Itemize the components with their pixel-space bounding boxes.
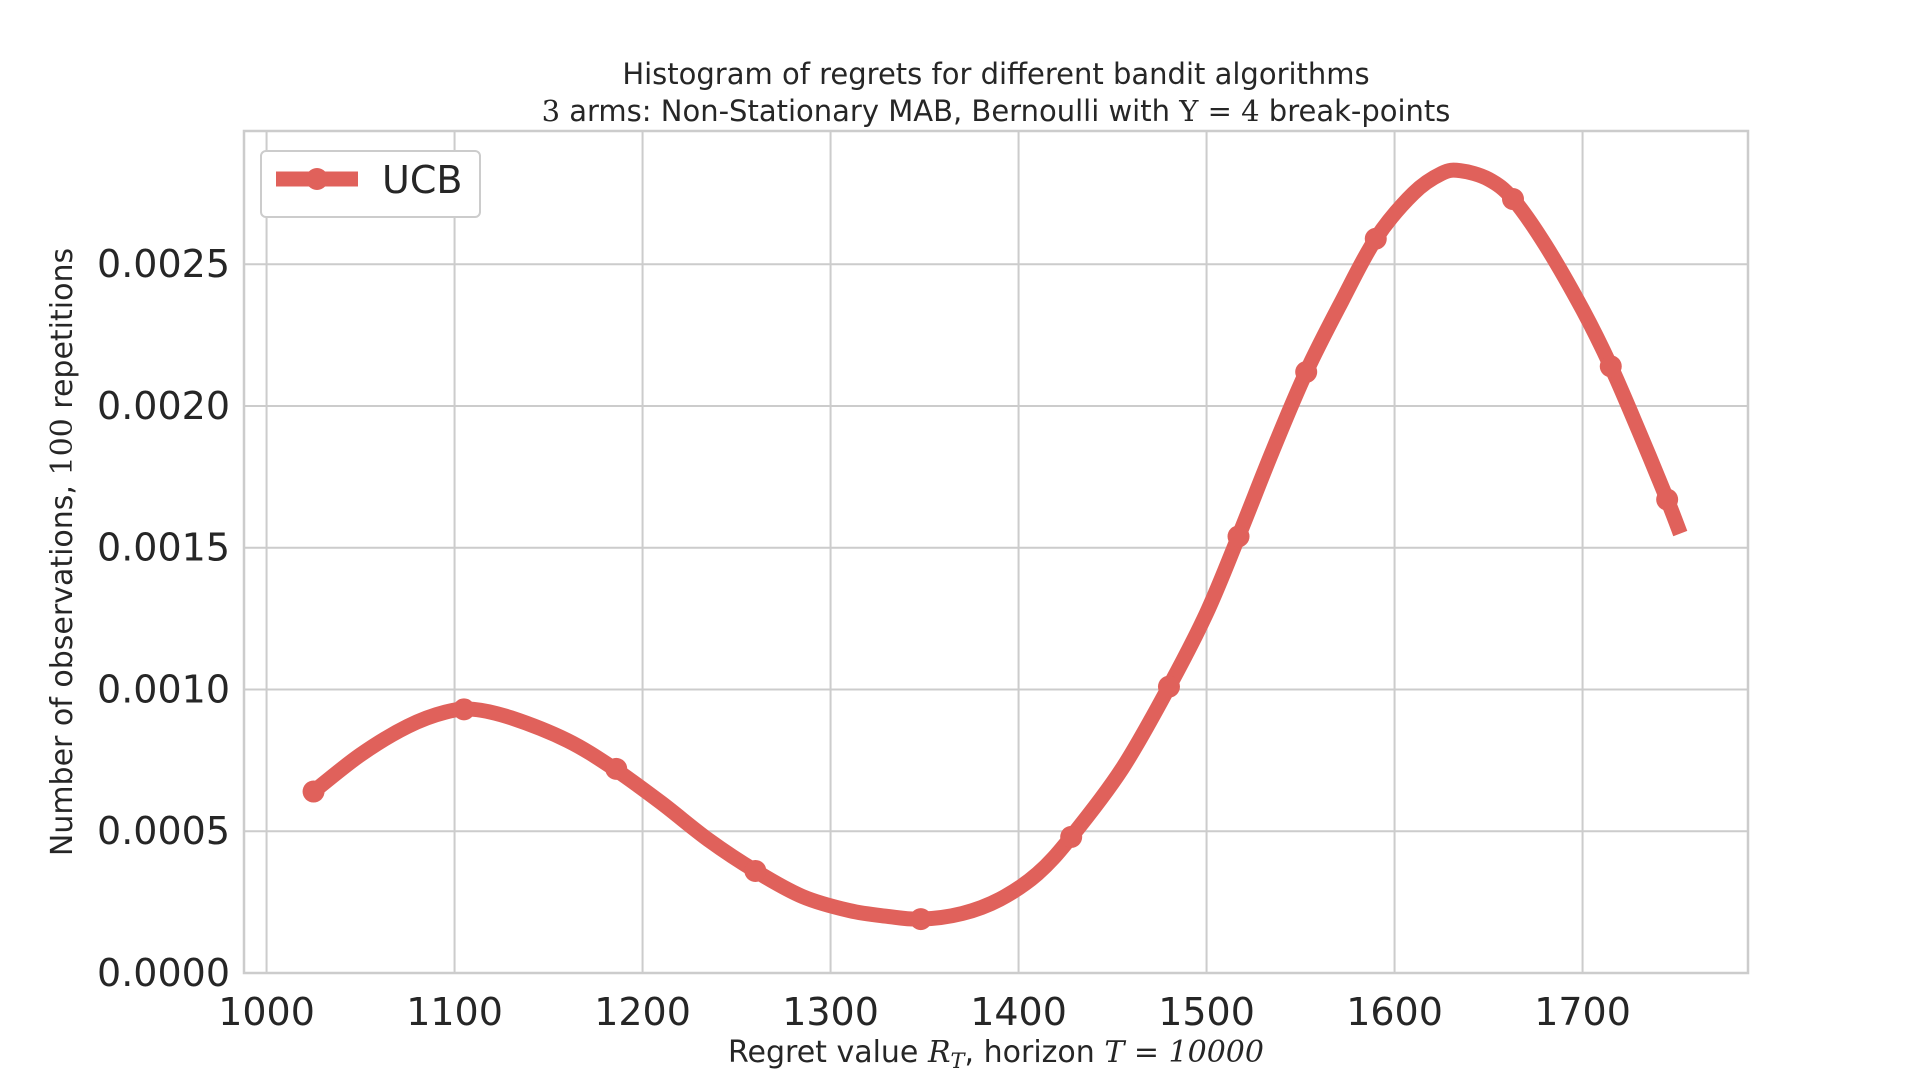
- y-tick-label: 0.0020: [97, 384, 230, 428]
- data-point: [302, 780, 325, 803]
- data-point: [452, 698, 475, 721]
- x-tick-label: 1200: [594, 990, 691, 1034]
- subtitle-middle: arms: Non-Stationary MAB, Bernoulli with: [560, 94, 1179, 128]
- data-point: [1060, 825, 1083, 848]
- ylabel-prefix: Number of observations,: [45, 476, 80, 857]
- data-point: [744, 859, 767, 882]
- ylabel-suffix: repetitions: [45, 248, 80, 418]
- data-point: [1599, 355, 1622, 378]
- x-tick-label: 1500: [1158, 990, 1255, 1034]
- data-point: [1502, 188, 1524, 211]
- y-axis: 0.0000 0.0005 0.0010 0.0015 0.0020 0.0025: [97, 242, 230, 995]
- x-tick-label: 1400: [970, 990, 1067, 1034]
- y-axis-label: Number of observations, 100 repetitions: [45, 248, 80, 856]
- x-tick-label: 1100: [406, 990, 503, 1034]
- y-tick-label: 0.0005: [97, 809, 230, 853]
- xlabel-horizon: T = 10000: [1104, 1035, 1264, 1070]
- ylabel-reps: 100: [45, 418, 80, 475]
- xlabel-var: R: [927, 1035, 951, 1070]
- y-tick-label: 0.0015: [97, 526, 230, 570]
- subtitle-upsilon: Υ = 4: [1178, 94, 1259, 128]
- grid: [244, 131, 1748, 974]
- y-tick-label: 0.0000: [97, 951, 230, 995]
- subtitle-arm-count: 3: [542, 94, 560, 128]
- data-point: [605, 757, 628, 780]
- xlabel-prefix: Regret value: [728, 1035, 928, 1070]
- data-point: [1157, 675, 1180, 698]
- xlabel-middle: , horizon: [965, 1035, 1105, 1070]
- x-tick-label: 1000: [218, 990, 315, 1034]
- y-tick-label: 0.0010: [97, 667, 230, 711]
- data-point: [1227, 525, 1250, 548]
- chart-title: Histogram of regrets for different bandi…: [622, 57, 1369, 91]
- chart-subtitle: 3 arms: Non-Stationary MAB, Bernoulli wi…: [542, 94, 1451, 128]
- x-tick-label: 1300: [782, 990, 879, 1034]
- x-axis: 1000 1100 1200 1300 1400 1500 1600 1700: [218, 990, 1631, 1034]
- legend: UCB: [260, 150, 481, 218]
- data-point: [909, 908, 932, 931]
- legend-marker-ucb: [306, 168, 328, 190]
- x-tick-label: 1700: [1534, 990, 1631, 1034]
- x-tick-label: 1600: [1346, 990, 1443, 1034]
- y-tick-label: 0.0025: [97, 242, 230, 286]
- plot-frame: [242, 129, 1750, 975]
- plot-area: [244, 131, 1748, 973]
- legend-box: [260, 150, 481, 218]
- series-markers-ucb: [302, 188, 1679, 931]
- data-point: [1364, 227, 1387, 250]
- legend-label-ucb: UCB: [382, 158, 462, 202]
- data-point: [1656, 488, 1679, 511]
- subtitle-end: break-points: [1260, 94, 1451, 128]
- x-axis-label: Regret value RT, horizon T = 10000: [728, 1035, 1264, 1073]
- data-point: [1295, 360, 1318, 383]
- xlabel-sub: T: [951, 1049, 967, 1073]
